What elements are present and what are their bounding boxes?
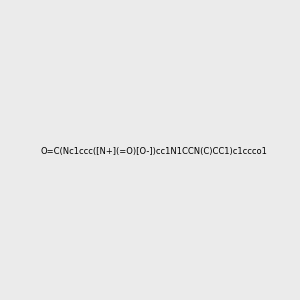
- Text: O=C(Nc1ccc([N+](=O)[O-])cc1N1CCN(C)CC1)c1ccco1: O=C(Nc1ccc([N+](=O)[O-])cc1N1CCN(C)CC1)c…: [40, 147, 267, 156]
